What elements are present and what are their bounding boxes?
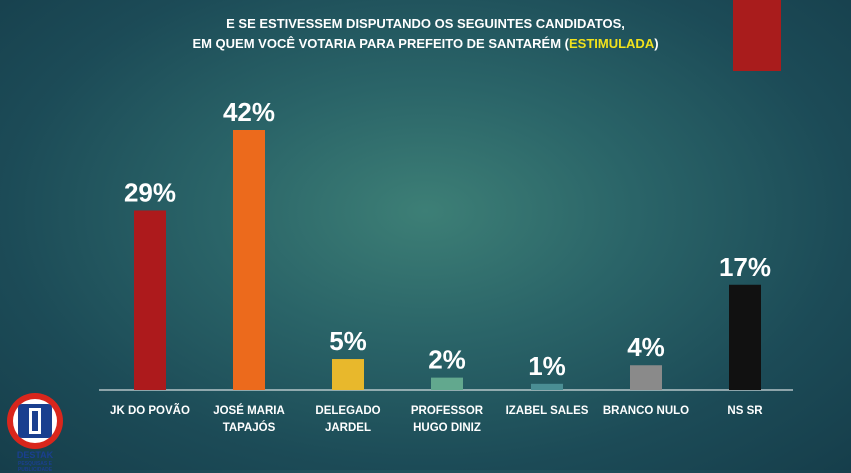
data-label-6: 17% [719,252,771,282]
corner-accent-block [733,0,781,71]
bar-1 [233,130,265,390]
title-line-2-suffix: ) [654,36,659,51]
bar-6 [729,284,761,390]
category-label-3-line-1: HUGO DINIZ [413,422,481,434]
category-label-4-line-0: IZABEL SALES [506,405,589,417]
logo-tagline: PESQUISAS E PUBLICIDADE [17,461,53,473]
category-label-0-line-0: JK DO POVÃO [110,404,190,417]
bar-0 [134,210,166,390]
category-label-2-line-1: JARDEL [325,422,371,434]
data-label-3: 2% [428,345,466,375]
data-label-0: 29% [124,177,176,207]
logo-name: DESTAK [16,450,54,460]
bar-2 [332,359,364,390]
bar-3 [431,377,463,390]
logo-emblem-icon [7,393,63,449]
category-label-5-line-0: BRANCO NULO [603,405,689,417]
title-line-2: EM QUEM VOCÊ VOTARIA PARA PREFEITO DE SA… [0,34,851,54]
data-label-5: 4% [627,332,665,362]
category-label-1-line-1: TAPAJÓS [223,421,276,434]
title-line-1: E SE ESTIVESSEM DISPUTANDO OS SEGUINTES … [226,16,625,31]
title-line-2-prefix: EM QUEM VOCÊ VOTARIA PARA PREFEITO DE SA… [192,36,569,51]
data-label-2: 5% [329,326,367,356]
bar-4 [531,383,563,390]
title-highlight: ESTIMULADA [568,36,655,51]
bar-5 [630,365,662,390]
destak-logo: DESTAK PESQUISAS E PUBLICIDADE [2,390,68,473]
data-label-1: 42% [223,97,275,127]
category-label-6-line-0: NS SR [727,405,763,417]
data-label-4: 1% [528,351,566,381]
category-label-3-line-0: PROFESSOR [411,405,484,417]
chart-title: E SE ESTIVESSEM DISPUTANDO OS SEGUINTES … [0,14,851,54]
category-label-2-line-0: DELEGADO [315,405,380,417]
category-label-1-line-0: JOSÉ MARIA [213,404,285,417]
